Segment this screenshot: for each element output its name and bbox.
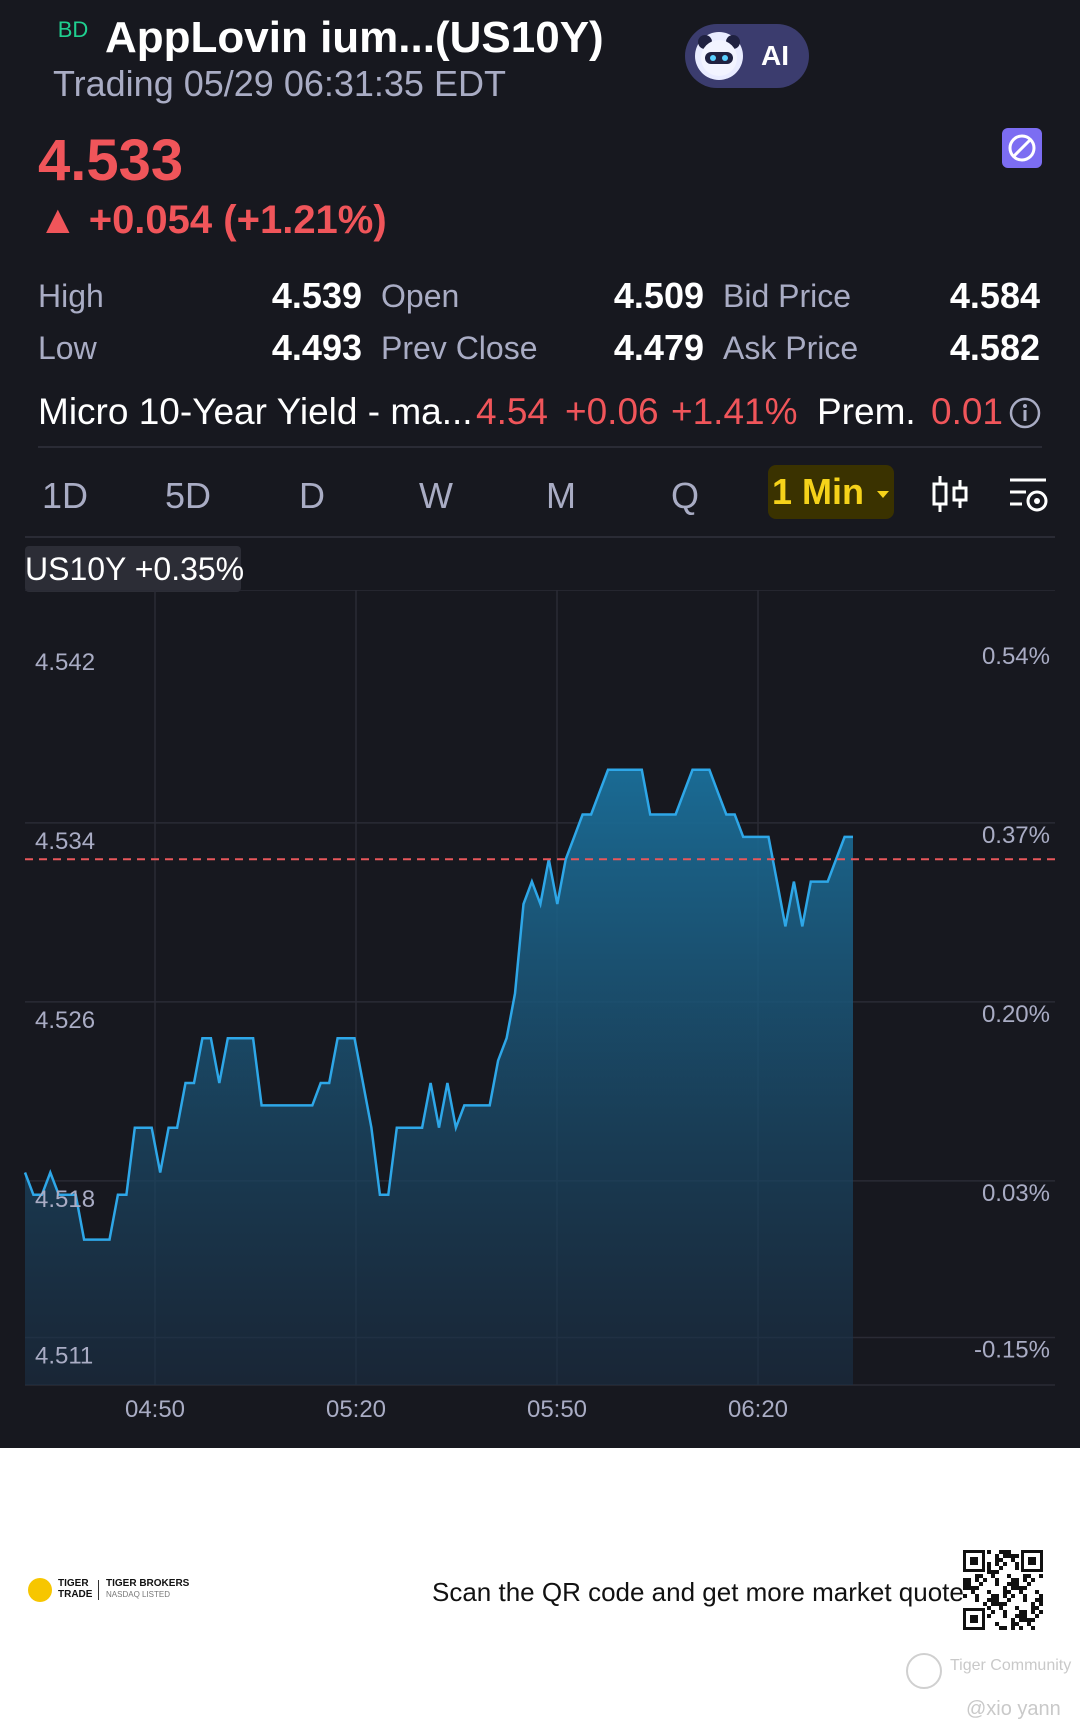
stat-value-prev-close: 4.479 (613, 327, 704, 368)
y-tick-label: 4.511 (35, 1342, 93, 1369)
y-tick-label: 4.526 (35, 1007, 95, 1034)
chart-symbol-tag: US10Y +0.35% (25, 546, 244, 592)
y-tick-label-right: 0.20% (982, 1001, 1050, 1028)
tab-1d[interactable]: 1D (41, 475, 89, 516)
watermark: @xio yann (966, 1698, 1061, 1720)
tab-week[interactable]: W (419, 475, 453, 516)
tiger-logo-icon (28, 1578, 52, 1602)
related-contract-name: Micro 10-Year Yield - ma... (38, 391, 473, 432)
stat-label-ask: Ask Price (723, 330, 859, 366)
related-contract-change: +0.06 (565, 391, 659, 432)
tab-month[interactable]: M (546, 475, 576, 516)
last-price: 4.533 (38, 128, 184, 193)
y-tick-label: 4.542 (35, 649, 95, 676)
stat-value-high: 4.539 (271, 275, 362, 316)
scan-prompt: Scan the QR code and get more market quo… (432, 1577, 977, 1607)
interval-label: 1 Min (771, 471, 864, 512)
y-tick-label: 4.518 (35, 1186, 95, 1213)
page-title: AppLovin ium...(US10Y) (105, 13, 604, 62)
stat-value-ask: 4.582 (949, 327, 1040, 368)
stat-label-open: Open (381, 278, 460, 314)
divider (25, 536, 1055, 538)
x-tick-label: 05:20 (326, 1396, 386, 1423)
qr-code-icon (963, 1550, 1043, 1630)
ai-button[interactable]: AI (685, 24, 809, 88)
y-tick-label: 4.534 (35, 828, 95, 855)
tab-day[interactable]: D (299, 475, 325, 516)
price-change: ▲ +0.054 (+1.21%) (38, 198, 387, 242)
y-tick-label-right: 0.37% (982, 822, 1050, 849)
related-contract-price: 4.54 (476, 391, 549, 432)
premium-value: 0.01 (931, 391, 1004, 432)
stat-label-low: Low (38, 330, 97, 366)
community-label: Tiger Community (950, 1657, 1072, 1674)
premium-label: Prem. (817, 391, 916, 432)
x-tick-label: 05:50 (527, 1396, 587, 1423)
stat-value-low: 4.493 (271, 327, 362, 368)
y-tick-label-right: 0.54% (982, 643, 1050, 670)
stat-value-bid: 4.584 (949, 275, 1040, 316)
stat-label-high: High (38, 278, 104, 314)
caret-down-icon (877, 491, 890, 499)
panda-robot-icon (695, 32, 743, 80)
related-contract-row[interactable]: Micro 10-Year Yield - ma... 4.54 +0.06 +… (38, 390, 1048, 434)
community-logo-icon (906, 1653, 942, 1689)
divider (98, 1580, 99, 1600)
related-contract-pct: +1.41% (671, 391, 798, 432)
candlestick-icon[interactable] (928, 470, 972, 518)
y-tick-label-right: -0.15% (974, 1336, 1050, 1363)
x-tick-label: 04:50 (125, 1396, 185, 1423)
brand-tiger-brokers: TIGER BROKERS (106, 1578, 190, 1589)
y-tick-label-right: 0.03% (982, 1180, 1050, 1207)
series-line (23, 768, 853, 1241)
chart-settings-icon[interactable] (1006, 472, 1050, 516)
brand-nasdaq: NASDAQ LISTED (106, 1590, 171, 1599)
brand-trade: TRADE (58, 1589, 93, 1600)
interval-selector[interactable]: 1 Min (768, 465, 894, 519)
area-fill (25, 769, 853, 1385)
tab-5d[interactable]: 5D (164, 475, 212, 516)
stat-label-bid: Bid Price (723, 278, 852, 314)
market-badge: BD (57, 17, 89, 42)
stat-label-prev-close: Prev Close (381, 330, 538, 366)
tab-quarter[interactable]: Q (670, 475, 699, 516)
brand-tiger: TIGER (58, 1578, 89, 1589)
x-tick-label: 06:20 (728, 1396, 788, 1423)
ai-label: AI (761, 40, 789, 71)
no-signal-icon[interactable] (1002, 128, 1042, 168)
divider (38, 446, 1042, 448)
stat-value-open: 4.509 (613, 275, 704, 316)
info-icon[interactable] (1008, 396, 1042, 440)
trading-status: Trading 05/29 06:31:35 EDT (53, 63, 506, 104)
price-chart[interactable]: 4.542 0.54% 4.534 0.37% 4.526 0.20% 4.518 0.03%… (0, 590, 1080, 1430)
